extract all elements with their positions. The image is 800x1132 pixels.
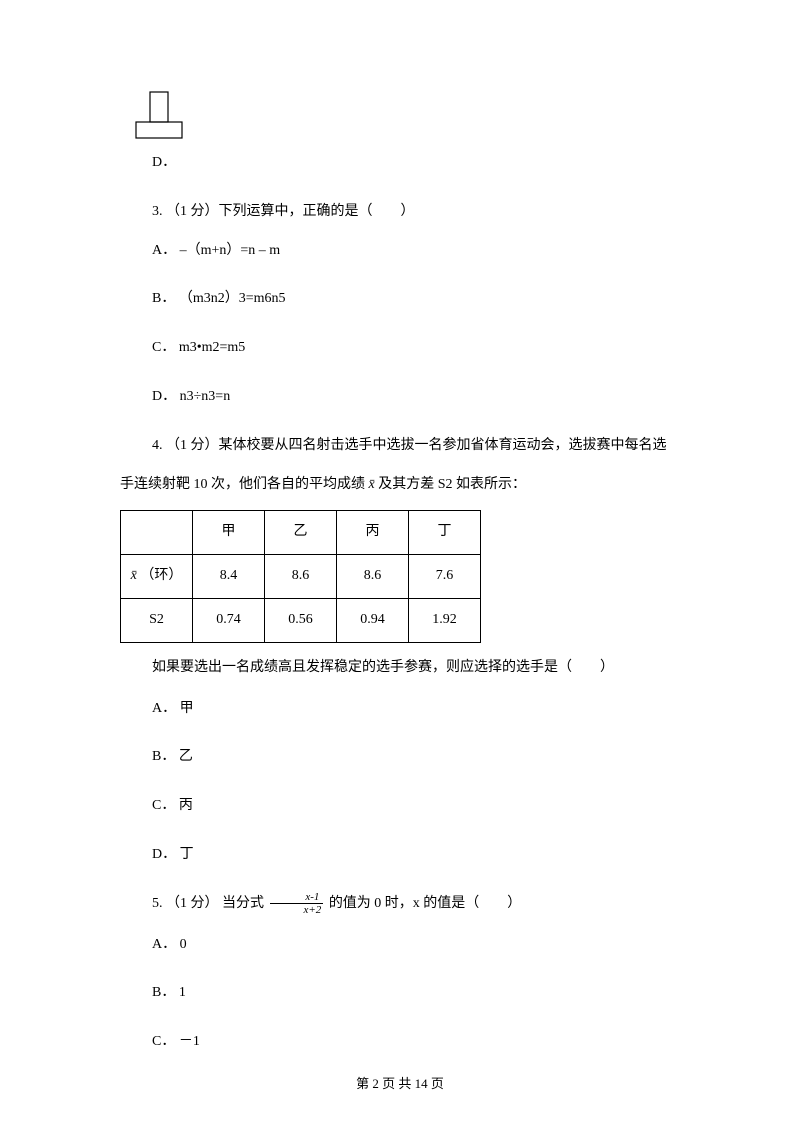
table-header-bing: 丙 <box>337 511 409 555</box>
table-header-row: 甲 乙 丙 丁 <box>121 511 481 555</box>
q4-option-a: A． 甲 <box>152 694 690 725</box>
q4-text-line2: 手连续射靶 10 次，他们各自的平均成绩 x̄ 及其方差 S2 如表所示： <box>120 470 690 501</box>
table-header-jia: 甲 <box>193 511 265 555</box>
q4-text2b: 及其方差 S2 如表所示： <box>375 477 526 492</box>
table-row2-label: S2 <box>121 598 193 642</box>
table-cell: 8.6 <box>337 555 409 599</box>
table-cell: 1.92 <box>409 598 481 642</box>
q4-option-c: C． 丙 <box>152 791 690 822</box>
q4-after-text: 如果要选出一名成绩高且发挥稳定的选手参赛，则应选择的选手是（ ） <box>120 653 690 684</box>
q5-text: 5. （1 分） 当分式 x-1x+2 的值为 0 时，x 的值是（ ） <box>120 889 690 920</box>
q4-option-d: D． 丁 <box>152 840 690 871</box>
table-cell: 0.74 <box>193 598 265 642</box>
xbar-cell: x̄ <box>131 561 137 592</box>
row1-label-text: （环） <box>140 568 182 583</box>
option-d-shape <box>130 90 690 140</box>
q5-before: 5. （1 分） 当分式 <box>152 896 268 911</box>
fraction: x-1x+2 <box>270 891 324 916</box>
table-header-ding: 丁 <box>409 511 481 555</box>
table-cell: 7.6 <box>409 555 481 599</box>
q5-after: 的值为 0 时，x 的值是（ ） <box>325 896 521 911</box>
q5-option-c: C． －1 <box>152 1027 690 1058</box>
q3-text: 3. （1 分）下列运算中，正确的是（ ） <box>120 197 690 228</box>
q3-option-a: A． –（m+n）=n – m <box>152 236 690 267</box>
table-header-yi: 乙 <box>265 511 337 555</box>
fraction-den: x+2 <box>270 904 324 916</box>
table-row-mean: x̄ （环） 8.4 8.6 8.6 7.6 <box>121 555 481 599</box>
q3-option-d: D． n3÷n3=n <box>152 382 690 413</box>
fraction-num: x-1 <box>270 891 324 904</box>
table-row-variance: S2 0.74 0.56 0.94 1.92 <box>121 598 481 642</box>
table-cell: 0.56 <box>265 598 337 642</box>
table-header-empty <box>121 511 193 555</box>
q5-option-b: B． 1 <box>152 978 690 1009</box>
page-footer: 第 2 页 共 14 页 <box>0 1073 800 1092</box>
q4-text2a: 手连续射靶 10 次，他们各自的平均成绩 <box>120 477 369 492</box>
q4-text-line1: 4. （1 分）某体校要从四名射击选手中选拔一名参加省体育运动会，选拔赛中每名选 <box>120 431 690 462</box>
table-cell: 0.94 <box>337 598 409 642</box>
q4-table: 甲 乙 丙 丁 x̄ （环） 8.4 8.6 8.6 7.6 S2 0.74 0… <box>120 510 481 642</box>
page-content: D． 3. （1 分）下列运算中，正确的是（ ） A． –（m+n）=n – m… <box>120 90 690 1058</box>
q3-option-c: C． m3•m2=m5 <box>152 333 690 364</box>
q4-option-b: B． 乙 <box>152 742 690 773</box>
option-d-label: D． <box>152 148 690 179</box>
x-bar-symbol: x̄ <box>369 470 375 501</box>
table-cell: 8.4 <box>193 555 265 599</box>
q3-option-b: B． （m3n2）3=m6n5 <box>152 284 690 315</box>
table-cell: 8.6 <box>265 555 337 599</box>
q5-option-a: A． 0 <box>152 930 690 961</box>
table-row1-label: x̄ （环） <box>121 555 193 599</box>
